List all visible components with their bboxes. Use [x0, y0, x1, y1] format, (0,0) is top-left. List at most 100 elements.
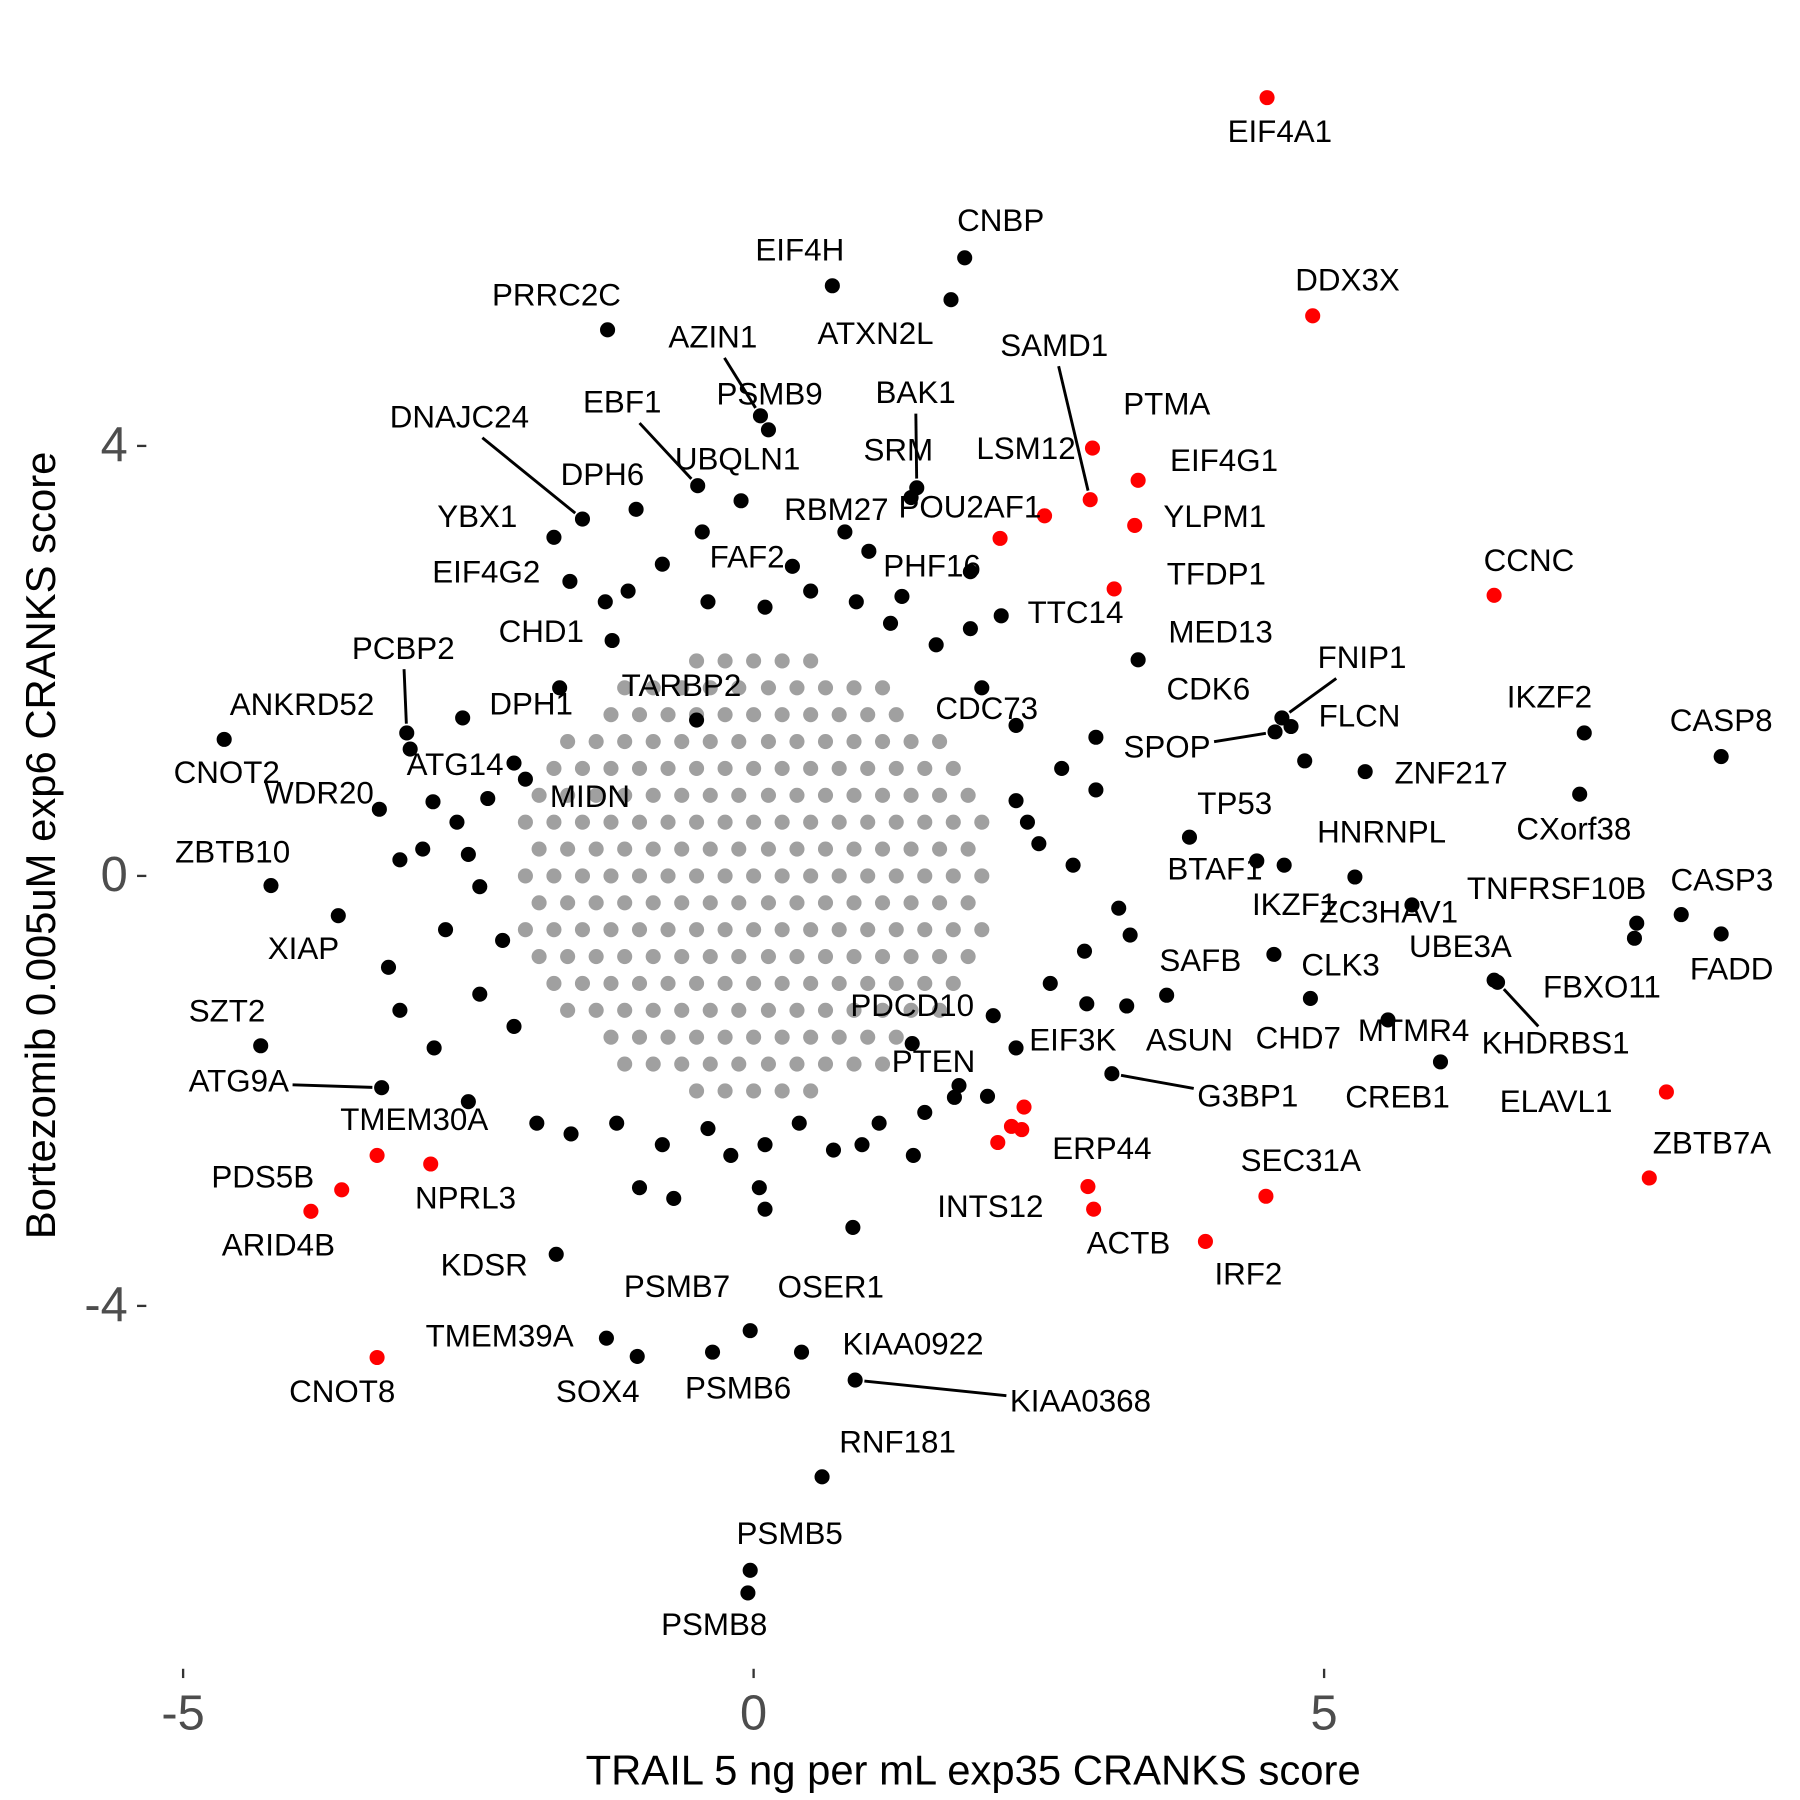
point: [831, 760, 847, 776]
point: [563, 1126, 579, 1142]
point: [689, 712, 705, 728]
point: [617, 680, 633, 696]
point-label: PRRC2C: [492, 278, 621, 313]
point-label: TMEM30A: [340, 1102, 488, 1137]
point: [674, 733, 690, 750]
point: [860, 707, 876, 723]
point: [1042, 975, 1058, 991]
point: [1008, 717, 1024, 733]
point: [472, 986, 488, 1002]
leader-line: [292, 1083, 373, 1089]
point: [1080, 1179, 1096, 1195]
point: [760, 1002, 776, 1018]
point: [674, 841, 690, 857]
point: [1127, 517, 1143, 534]
point: [1159, 987, 1175, 1003]
point-label: G3BP1: [1197, 1078, 1298, 1113]
point: [945, 975, 961, 991]
point: [552, 680, 568, 696]
point: [700, 1120, 716, 1137]
point: [1037, 508, 1053, 524]
point: [334, 1182, 350, 1198]
point: [531, 895, 547, 911]
point: [689, 1029, 705, 1045]
point: [951, 1077, 967, 1094]
point: [874, 787, 891, 803]
point-label: MIDN: [550, 779, 630, 814]
point: [1713, 749, 1729, 765]
point: [689, 868, 705, 884]
point: [548, 1246, 564, 1262]
leader-line: [723, 357, 757, 409]
point: [731, 895, 747, 911]
point-label: EIF3K: [1029, 1022, 1116, 1057]
point-label: CREB1: [1345, 1079, 1450, 1114]
point-label: HNRNPL: [1317, 814, 1446, 849]
x-tick-label: -5: [161, 1686, 204, 1740]
point: [1673, 907, 1689, 923]
point: [588, 733, 604, 750]
point-label: ARID4B: [222, 1228, 335, 1263]
point: [531, 841, 547, 857]
point: [945, 814, 961, 830]
point: [517, 771, 533, 787]
point-label: PSMB6: [685, 1371, 791, 1406]
point-label: LSM12: [976, 431, 1075, 466]
point: [689, 814, 705, 830]
point: [702, 895, 718, 911]
point: [888, 975, 904, 991]
point: [803, 707, 819, 723]
point: [932, 1002, 948, 1018]
point: [253, 1038, 269, 1054]
point: [717, 1083, 733, 1099]
point-label: PSMB5: [737, 1516, 843, 1551]
point: [617, 948, 633, 965]
point: [917, 975, 933, 991]
point: [825, 1142, 842, 1158]
point: [588, 1002, 604, 1018]
point: [1267, 724, 1283, 740]
point: [888, 814, 904, 830]
leader-line: [481, 436, 577, 515]
point: [817, 680, 834, 696]
point: [546, 529, 562, 545]
point: [874, 841, 891, 857]
point: [702, 733, 718, 750]
point: [517, 868, 533, 884]
point: [603, 814, 619, 830]
point: [760, 895, 776, 911]
point-label: KDSR: [441, 1247, 528, 1282]
point: [392, 1002, 408, 1018]
point: [774, 707, 790, 723]
point-label: EIF4A1: [1228, 114, 1333, 149]
point: [702, 841, 718, 857]
point-label: PSMB9: [716, 376, 822, 411]
point: [993, 608, 1009, 624]
point-label: ACTB: [1087, 1225, 1171, 1260]
point: [731, 841, 747, 857]
point: [760, 787, 776, 803]
point: [631, 975, 648, 991]
point: [631, 760, 648, 776]
point: [817, 1056, 834, 1072]
point: [789, 680, 805, 696]
point: [717, 868, 733, 884]
point: [847, 1372, 863, 1388]
point: [689, 922, 705, 938]
point: [689, 653, 705, 669]
point: [560, 841, 576, 857]
point: [746, 814, 762, 830]
point: [746, 707, 762, 723]
point-label: AZIN1: [668, 319, 757, 354]
point: [674, 787, 690, 803]
point: [603, 1029, 619, 1045]
point-label: CASP3: [1670, 862, 1773, 897]
point: [531, 948, 547, 965]
point: [1641, 1170, 1657, 1186]
point: [960, 841, 976, 857]
point-label: RBM27: [784, 492, 889, 527]
point: [803, 975, 819, 991]
point: [932, 948, 948, 965]
point: [597, 594, 613, 610]
point-label: PTMA: [1123, 387, 1210, 422]
